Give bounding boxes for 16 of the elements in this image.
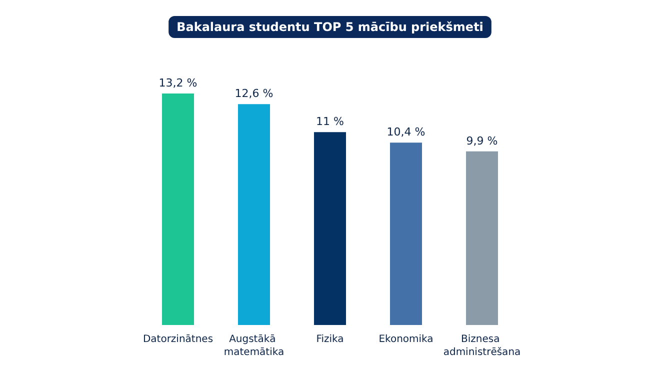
- x-tick-label: Datorzinātnes: [142, 334, 214, 345]
- data-label: 10,4 %: [386, 126, 426, 139]
- x-tick-label: Biznesa administrēšana: [443, 334, 521, 358]
- x-tick-label: Augstākā matemātika: [224, 334, 284, 358]
- bar: [314, 132, 346, 325]
- data-label: 13,2 %: [158, 76, 198, 90]
- x-tick-label: Ekonomika: [378, 334, 434, 345]
- chart-title: Bakalaura studentu TOP 5 mācību priekšmeti: [176, 20, 484, 34]
- x-tick-label: Fizika: [316, 334, 344, 345]
- bar: [162, 94, 194, 325]
- data-label: 12,6 %: [234, 87, 274, 100]
- data-label: 11 %: [316, 115, 344, 128]
- bar: [390, 142, 422, 325]
- data-label: 9,9 %: [466, 134, 498, 148]
- bar: [466, 151, 498, 325]
- bar: [238, 104, 270, 325]
